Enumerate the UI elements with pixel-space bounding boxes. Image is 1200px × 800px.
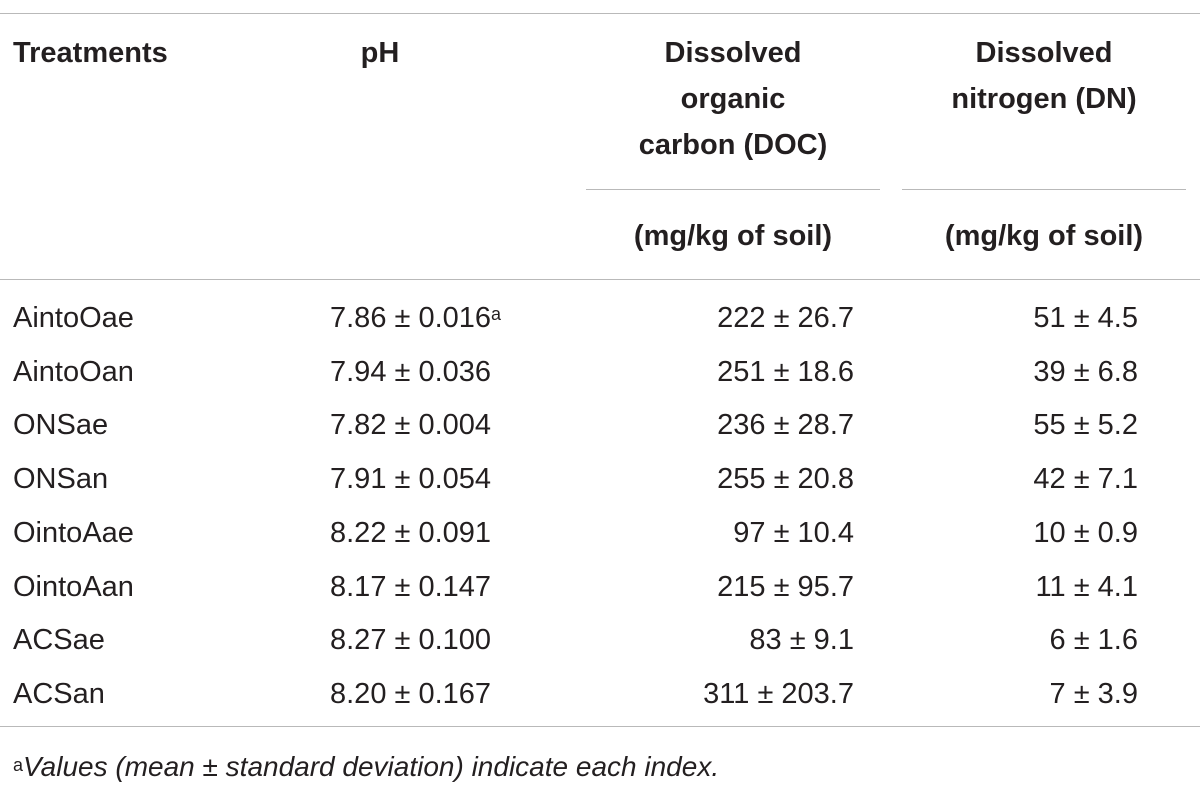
header-dn-unit: (mg/kg of soil) [944,220,1144,252]
cell-doc-value: 255 ± 20.8 [717,463,854,495]
cell-treatment-value: AintoOae [13,302,134,334]
doc-unit-rule [586,189,880,190]
cell-dn-value: 11 ± 4.1 [1035,571,1138,603]
cell-treatment: ACSan [13,676,105,712]
cell-treatment-value: OintoAan [13,571,134,603]
header-doc-line: Dissolved [664,37,802,69]
cell-ph-value: 7.91 ± 0.054 [330,463,492,495]
cell-treatment: OintoAae [13,515,134,551]
cell-doc-value: 236 ± 28.7 [717,409,854,441]
cell-dn-value: 10 ± 0.9 [1033,517,1138,549]
cell-treatment-value: AintoOan [13,356,134,388]
cell-ph: 8.22 ± 0.091 [330,515,491,551]
ph-footnote-mark: a [491,304,502,324]
cell-doc-value: 251 ± 18.6 [717,356,854,388]
cell-doc: 255 ± 20.8 [717,461,854,497]
table-footnote: aValues (mean ± standard deviation) indi… [13,747,719,787]
cell-doc: 236 ± 28.7 [717,407,854,443]
cell-ph: 7.91 ± 0.054 [330,461,491,497]
cell-dn: 42 ± 7.1 [1033,461,1138,497]
footnote-mark: a [13,755,24,775]
cell-treatment: ACSae [13,622,105,658]
cell-dn-value: 42 ± 7.1 [1033,463,1138,495]
cell-ph: 7.86 ± 0.016a [330,300,501,336]
cell-treatment-value: ACSan [13,678,105,710]
cell-treatment: AintoOae [13,300,134,336]
cell-doc: 97 ± 10.4 [733,515,854,551]
cell-dn: 7 ± 3.9 [1050,676,1138,712]
cell-dn-value: 7 ± 3.9 [1049,678,1138,710]
cell-ph-value: 7.94 ± 0.036 [330,356,492,388]
cell-dn-value: 51 ± 4.5 [1033,302,1138,334]
cell-doc-value: 83 ± 9.1 [749,624,854,656]
cell-ph-value: 8.20 ± 0.167 [330,678,492,710]
cell-dn-value: 6 ± 1.6 [1049,624,1138,656]
cell-doc: 222 ± 26.7 [717,300,854,336]
cell-treatment: ONSan [13,461,108,497]
cell-treatment: AintoOan [13,354,134,390]
header-dn-line: nitrogen (DN) [951,83,1137,115]
cell-dn: 10 ± 0.9 [1033,515,1138,551]
cell-ph-value: 8.17 ± 0.147 [330,571,492,603]
header-doc-line: organic [680,83,786,115]
header-doc-line: carbon (DOC) [638,129,828,161]
top-rule [0,13,1200,14]
header-dn-line: Dissolved [975,37,1113,69]
cell-ph-value: 7.86 ± 0.016 [330,302,492,334]
cell-treatment: OintoAan [13,569,134,605]
cell-doc-value: 215 ± 95.7 [717,571,854,603]
dn-unit-rule [902,189,1186,190]
cell-dn: 55 ± 5.2 [1033,407,1138,443]
header-treatments: Treatments [13,37,168,69]
cell-dn: 39 ± 6.8 [1033,354,1138,390]
cell-doc-value: 222 ± 26.7 [717,302,854,334]
cell-ph: 7.82 ± 0.004 [330,407,491,443]
cell-treatment-value: OintoAae [13,517,134,549]
cell-dn-value: 55 ± 5.2 [1033,409,1138,441]
cell-doc: 251 ± 18.6 [717,354,854,390]
cell-doc: 311 ± 203.7 [703,676,854,712]
cell-ph: 8.27 ± 0.100 [330,622,491,658]
cell-dn: 6 ± 1.6 [1050,622,1138,658]
cell-treatment-value: ONSan [13,463,109,495]
cell-dn: 51 ± 4.5 [1033,300,1138,336]
header-ph: pH [360,37,400,69]
cell-doc: 83 ± 9.1 [749,622,854,658]
cell-ph-value: 8.22 ± 0.091 [330,517,492,549]
cell-ph: 7.94 ± 0.036 [330,354,491,390]
cell-treatment-value: ONSae [13,409,109,441]
header-doc-unit: (mg/kg of soil) [633,220,833,252]
cell-treatment-value: ACSae [13,624,105,656]
footnote-text: Values (mean ± standard deviation) indic… [23,751,720,782]
cell-ph: 8.17 ± 0.147 [330,569,491,605]
cell-doc-value: 311 ± 203.7 [703,678,854,710]
cell-treatment: ONSae [13,407,108,443]
header-bottom-rule [0,279,1200,280]
cell-dn-value: 39 ± 6.8 [1033,356,1138,388]
cell-ph: 8.20 ± 0.167 [330,676,491,712]
cell-ph-value: 7.82 ± 0.004 [330,409,492,441]
cell-doc: 215 ± 95.7 [717,569,854,605]
body-bottom-rule [0,726,1200,727]
cell-doc-value: 97 ± 10.4 [733,517,854,549]
cell-ph-value: 8.27 ± 0.100 [330,624,492,656]
cell-dn: 11 ± 4.1 [1036,569,1138,605]
